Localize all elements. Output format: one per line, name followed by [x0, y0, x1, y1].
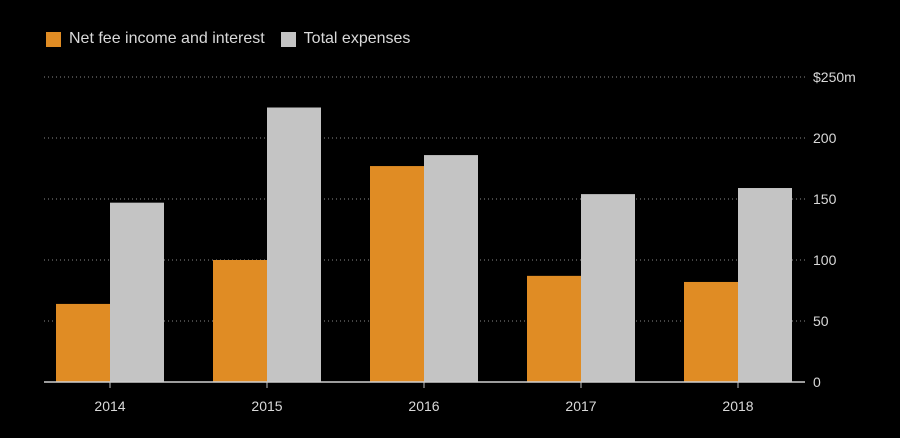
- bar-net-fee-2017: [527, 275, 581, 382]
- y-tick-label-150: 150: [813, 191, 837, 207]
- legend: Net fee income and interest Total expens…: [46, 30, 426, 48]
- bar-net-fee-2018: [684, 281, 738, 382]
- bar-net-fee-2016: [370, 166, 424, 382]
- x-tick-label-2016: 2016: [408, 398, 439, 414]
- x-tick-label-2018: 2018: [722, 398, 753, 414]
- legend-swatch-total-expenses: [280, 31, 296, 47]
- y-tick-label-50: 50: [813, 313, 829, 329]
- bar-total-expenses-2015: [267, 107, 321, 382]
- legend-item-net-fee: Net fee income and interest: [46, 30, 265, 48]
- x-tick-label-2014: 2014: [94, 398, 125, 414]
- bar-total-expenses-2017: [581, 194, 635, 382]
- bar-total-expenses-2016: [424, 155, 478, 382]
- bar-net-fee-2015: [213, 260, 267, 382]
- x-tick-label-2017: 2017: [565, 398, 596, 414]
- bar-total-expenses-2014: [110, 202, 164, 382]
- y-tick-label-200: 200: [813, 130, 837, 146]
- legend-item-total-expenses: Total expenses: [280, 30, 411, 48]
- x-tick-label-2015: 2015: [251, 398, 282, 414]
- y-tick-label-250: $250m: [813, 69, 856, 85]
- legend-swatch-net-fee: [46, 31, 61, 47]
- y-tick-label-0: 0: [813, 374, 821, 390]
- bar-total-expenses-2018: [738, 188, 792, 382]
- bar-net-fee-2014: [56, 303, 110, 382]
- legend-label-total-expenses: Total expenses: [303, 30, 411, 47]
- legend-label-net-fee: Net fee income and interest: [69, 30, 265, 47]
- y-tick-label-100: 100: [813, 252, 837, 268]
